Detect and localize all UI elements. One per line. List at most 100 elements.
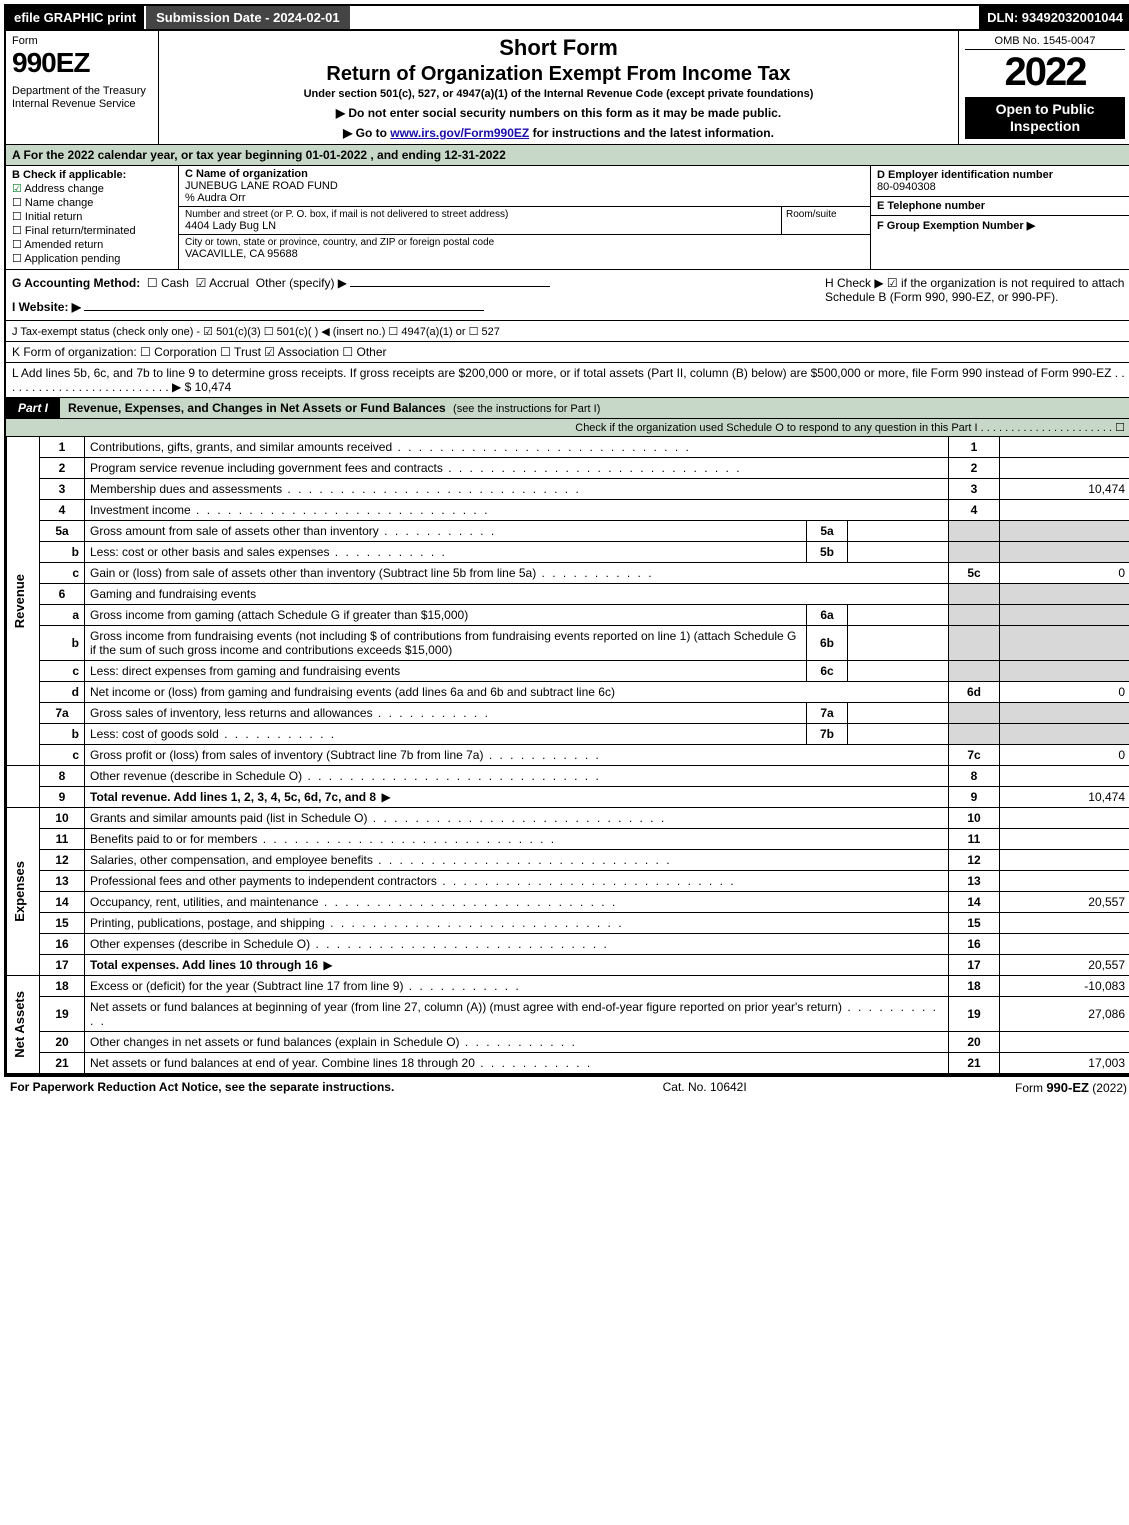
- line-2: 2 Program service revenue including gove…: [7, 458, 1129, 479]
- l18-desc: Excess or (deficit) for the year (Subtra…: [90, 979, 521, 993]
- line-17: 17 Total expenses. Add lines 10 through …: [7, 955, 1129, 976]
- l17-arrow: [318, 958, 335, 972]
- side-revenue: Revenue: [7, 437, 40, 766]
- chk-app-pending[interactable]: Application pending: [12, 252, 172, 265]
- l5a-shade: [949, 521, 1000, 542]
- l5a-desc: Gross amount from sale of assets other t…: [90, 524, 496, 538]
- l15-desc: Printing, publications, postage, and shi…: [90, 916, 624, 930]
- l1-no: 1: [40, 437, 85, 458]
- chk-name-change[interactable]: Name change: [12, 196, 172, 209]
- l6b-shade2: [1000, 626, 1129, 661]
- website-blank[interactable]: [84, 310, 484, 311]
- part1-title: Revenue, Expenses, and Changes in Net As…: [68, 401, 446, 415]
- city-value: VACAVILLE, CA 95688: [185, 248, 864, 260]
- l7b-shade: [949, 724, 1000, 745]
- header-left: Form 990EZ Department of the Treasury In…: [6, 31, 159, 144]
- footer: For Paperwork Reduction Act Notice, see …: [4, 1076, 1129, 1098]
- l6-shade2: [1000, 584, 1129, 605]
- l12-amtlabel: 12: [949, 850, 1000, 871]
- l2-desc: Program service revenue including govern…: [90, 461, 742, 475]
- l13-desc: Professional fees and other payments to …: [90, 874, 736, 888]
- form-container: efile GRAPHIC print Submission Date - 20…: [4, 4, 1129, 1076]
- line-1: Revenue 1 Contributions, gifts, grants, …: [7, 437, 1129, 458]
- l9-amtlabel: 9: [949, 787, 1000, 808]
- l6b-no: b: [40, 626, 85, 661]
- l19-desc: Net assets or fund balances at beginning…: [90, 1000, 842, 1014]
- room-suite: Room/suite: [782, 207, 870, 234]
- l17-amtlabel: 17: [949, 955, 1000, 976]
- l21-amt: 17,003: [1000, 1053, 1129, 1074]
- l6c-sub: 6c: [807, 661, 848, 682]
- l16-no: 16: [40, 934, 85, 955]
- l20-amtlabel: 20: [949, 1032, 1000, 1053]
- part1-label: Part I: [6, 398, 60, 418]
- l6c-subval: [848, 661, 949, 682]
- line-11: 11 Benefits paid to or for members 11: [7, 829, 1129, 850]
- c-label: C Name of organization: [185, 168, 308, 180]
- l5b-sub: 5b: [807, 542, 848, 563]
- l5c-amt: 0: [1000, 563, 1129, 584]
- col-def: D Employer identification number 80-0940…: [870, 166, 1129, 269]
- l7a-shade2: [1000, 703, 1129, 724]
- line-6b: b Gross income from fundraising events (…: [7, 626, 1129, 661]
- l5b-subval: [848, 542, 949, 563]
- l10-no: 10: [40, 808, 85, 829]
- l8-amt: [1000, 766, 1129, 787]
- l10-amtlabel: 10: [949, 808, 1000, 829]
- line-6d: d Net income or (loss) from gaming and f…: [7, 682, 1129, 703]
- city-block: City or town, state or province, country…: [179, 235, 870, 262]
- efile-print[interactable]: efile GRAPHIC print: [6, 6, 144, 29]
- chk-address-change[interactable]: Address change: [12, 182, 172, 195]
- l20-desc: Other changes in net assets or fund bala…: [90, 1035, 577, 1049]
- l5a-subval: [848, 521, 949, 542]
- row-l-amount: 10,474: [195, 380, 232, 394]
- l3-amtlabel: 3: [949, 479, 1000, 500]
- l1-desc: Contributions, gifts, grants, and simila…: [90, 440, 691, 454]
- line-19: 19 Net assets or fund balances at beginn…: [7, 997, 1129, 1032]
- form-word: Form: [12, 35, 152, 47]
- g-other-blank[interactable]: [350, 286, 550, 287]
- col-b: B Check if applicable: Address change Na…: [6, 166, 179, 269]
- l6b-shade: [949, 626, 1000, 661]
- l15-amt: [1000, 913, 1129, 934]
- l7a-desc: Gross sales of inventory, less returns a…: [90, 706, 490, 720]
- l5c-amtlabel: 5c: [949, 563, 1000, 584]
- g-cash[interactable]: Cash: [161, 276, 189, 290]
- f-label: F Group Exemption Number ▶: [877, 220, 1035, 232]
- line-16: 16 Other expenses (describe in Schedule …: [7, 934, 1129, 955]
- city-label: City or town, state or province, country…: [185, 237, 864, 248]
- side-netassets: Net Assets: [7, 976, 40, 1074]
- l9-arrow: [376, 790, 393, 804]
- row-l-text: L Add lines 5b, 6c, and 7b to line 9 to …: [12, 366, 1125, 394]
- l6d-no: d: [40, 682, 85, 703]
- l5c-desc: Gain or (loss) from sale of assets other…: [90, 566, 654, 580]
- l9-desc: Total revenue. Add lines 1, 2, 3, 4, 5c,…: [90, 790, 376, 804]
- bc-row: B Check if applicable: Address change Na…: [6, 165, 1129, 269]
- line-7c: c Gross profit or (loss) from sales of i…: [7, 745, 1129, 766]
- c-name-block: C Name of organization JUNEBUG LANE ROAD…: [179, 166, 870, 207]
- chk-initial-return[interactable]: Initial return: [12, 210, 172, 223]
- chk-amended-return[interactable]: Amended return: [12, 238, 172, 251]
- open-to-public: Open to Public Inspection: [965, 97, 1125, 139]
- g-other[interactable]: Other (specify) ▶: [256, 276, 347, 290]
- irs-link[interactable]: www.irs.gov/Form990EZ: [390, 126, 529, 140]
- l15-no: 15: [40, 913, 85, 934]
- row-h: H Check ▶ ☑ if the organization is not r…: [819, 270, 1129, 320]
- header-right: OMB No. 1545-0047 2022 Open to Public In…: [959, 31, 1129, 144]
- footer-right: Form 990-EZ (2022): [1015, 1080, 1127, 1095]
- l12-amt: [1000, 850, 1129, 871]
- l7c-amtlabel: 7c: [949, 745, 1000, 766]
- l8-no: 8: [40, 766, 85, 787]
- row-i: I Website: ▶: [12, 300, 81, 314]
- l7c-no: c: [40, 745, 85, 766]
- l11-no: 11: [40, 829, 85, 850]
- row-k: K Form of organization: ☐ Corporation ☐ …: [6, 341, 1129, 362]
- l12-desc: Salaries, other compensation, and employ…: [90, 853, 672, 867]
- chk-final-return[interactable]: Final return/terminated: [12, 224, 172, 237]
- g-accrual[interactable]: Accrual: [209, 276, 249, 290]
- l6-desc: Gaming and fundraising events: [85, 584, 949, 605]
- part1-subtitle: (see the instructions for Part I): [453, 403, 600, 415]
- l17-amt: 20,557: [1000, 955, 1129, 976]
- l5c-no: c: [40, 563, 85, 584]
- l14-desc: Occupancy, rent, utilities, and maintena…: [90, 895, 617, 909]
